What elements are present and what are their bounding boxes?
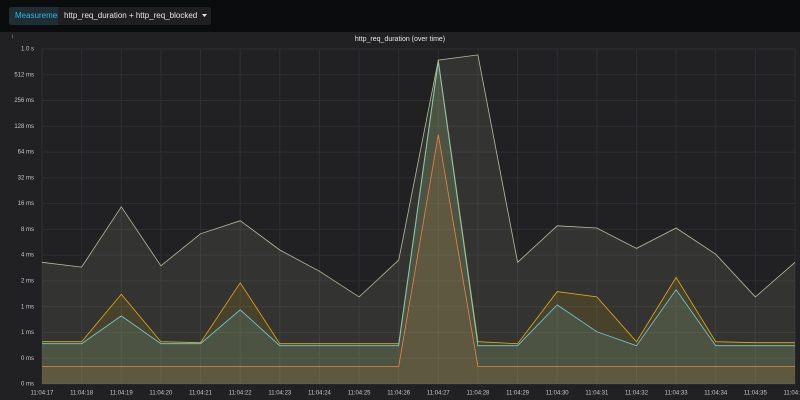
info-icon[interactable]: i: [12, 35, 13, 41]
y-tick-label: 0 ms: [21, 356, 34, 362]
y-tick-label: 2 ms: [21, 279, 34, 285]
query-text: http_req_duration + http_req_blocked: [64, 11, 198, 20]
x-tick-label: 11:04:36: [784, 391, 800, 397]
series-line: [42, 134, 795, 367]
x-tick-label: 11:04:19: [110, 391, 134, 397]
toolbar: Measurement http_req_duration + http_req…: [0, 0, 800, 32]
series-line: [41, 54, 796, 298]
y-tick-label: 1 ms: [21, 330, 34, 336]
y-tick-label: 256 ms: [14, 98, 34, 104]
y-tick-label: 8 ms: [21, 227, 34, 233]
x-tick-label: 11:04:31: [585, 391, 609, 397]
series-line: [42, 61, 795, 347]
y-tick-label: 512 ms: [14, 72, 34, 78]
caret: [202, 14, 208, 17]
x-tick-label: 11:04:33: [665, 391, 689, 397]
x-tick-label: 11:04:32: [625, 391, 649, 397]
x-tick-label: 11:04:29: [506, 391, 530, 397]
x-tick-label: 11:04:18: [70, 391, 94, 397]
y-tick-label: 4 ms: [21, 253, 34, 259]
x-tick-label: 11:04:30: [546, 391, 570, 397]
x-tick-label: 11:04:25: [348, 391, 372, 397]
x-tick-label: 11:04:34: [704, 391, 728, 397]
x-tick-label: 11:04:28: [466, 391, 490, 397]
x-tick-label: 11:04:23: [268, 391, 292, 397]
chart-title: http_req_duration (over time): [355, 36, 445, 43]
chart: i http_req_duration (over time) 0 ms 0 ms…: [12, 35, 800, 397]
series-area: [42, 54, 795, 385]
series-area: [42, 60, 795, 384]
x-tick-label: 11:04:20: [149, 391, 173, 397]
x-tick-label: 11:04:21: [189, 391, 213, 397]
x-tick-label: 11:04:22: [229, 391, 253, 397]
y-tick-label: 32 ms: [18, 175, 34, 181]
x-tick-label: 11:04:17: [31, 391, 55, 397]
x-tick-label: 11:04:24: [308, 391, 332, 397]
x-tick-label: 11:04:27: [427, 391, 451, 397]
panel: i http_req_duration (over time) 0 ms 0 ms…: [0, 32, 800, 400]
y-tick-label: 1 ms: [21, 304, 34, 310]
y-tick-label: 0 ms: [21, 382, 34, 388]
measurement-label[interactable]: Measurement: [9, 7, 70, 25]
series-area: [42, 134, 795, 384]
y-tick-label: 1.0 s: [21, 47, 34, 53]
y-tick-label: 16 ms: [18, 201, 34, 207]
x-tick-label: 11:04:35: [744, 391, 768, 397]
x-tick-label: 11:04:26: [387, 391, 411, 397]
y-tick-label: 128 ms: [14, 124, 34, 130]
query-dropdown[interactable]: http_req_duration + http_req_blocked: [58, 7, 212, 25]
series-area: [42, 61, 795, 385]
y-tick-label: 64 ms: [18, 150, 34, 156]
